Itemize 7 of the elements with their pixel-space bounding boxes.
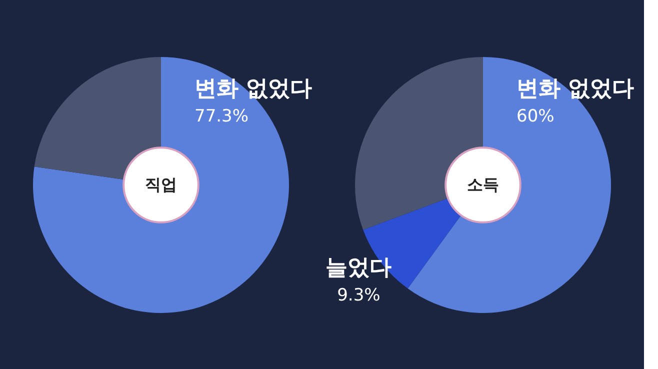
text: 직업 <box>145 175 177 194</box>
data-label: 9.3% <box>337 286 380 306</box>
data-label: 60% <box>516 106 554 127</box>
slice-label: 변화 없었다 <box>516 76 634 102</box>
slice-label: 변화 없었다 <box>194 76 312 102</box>
data-label: 77.3% <box>194 106 249 127</box>
text: 소득 <box>467 175 499 194</box>
